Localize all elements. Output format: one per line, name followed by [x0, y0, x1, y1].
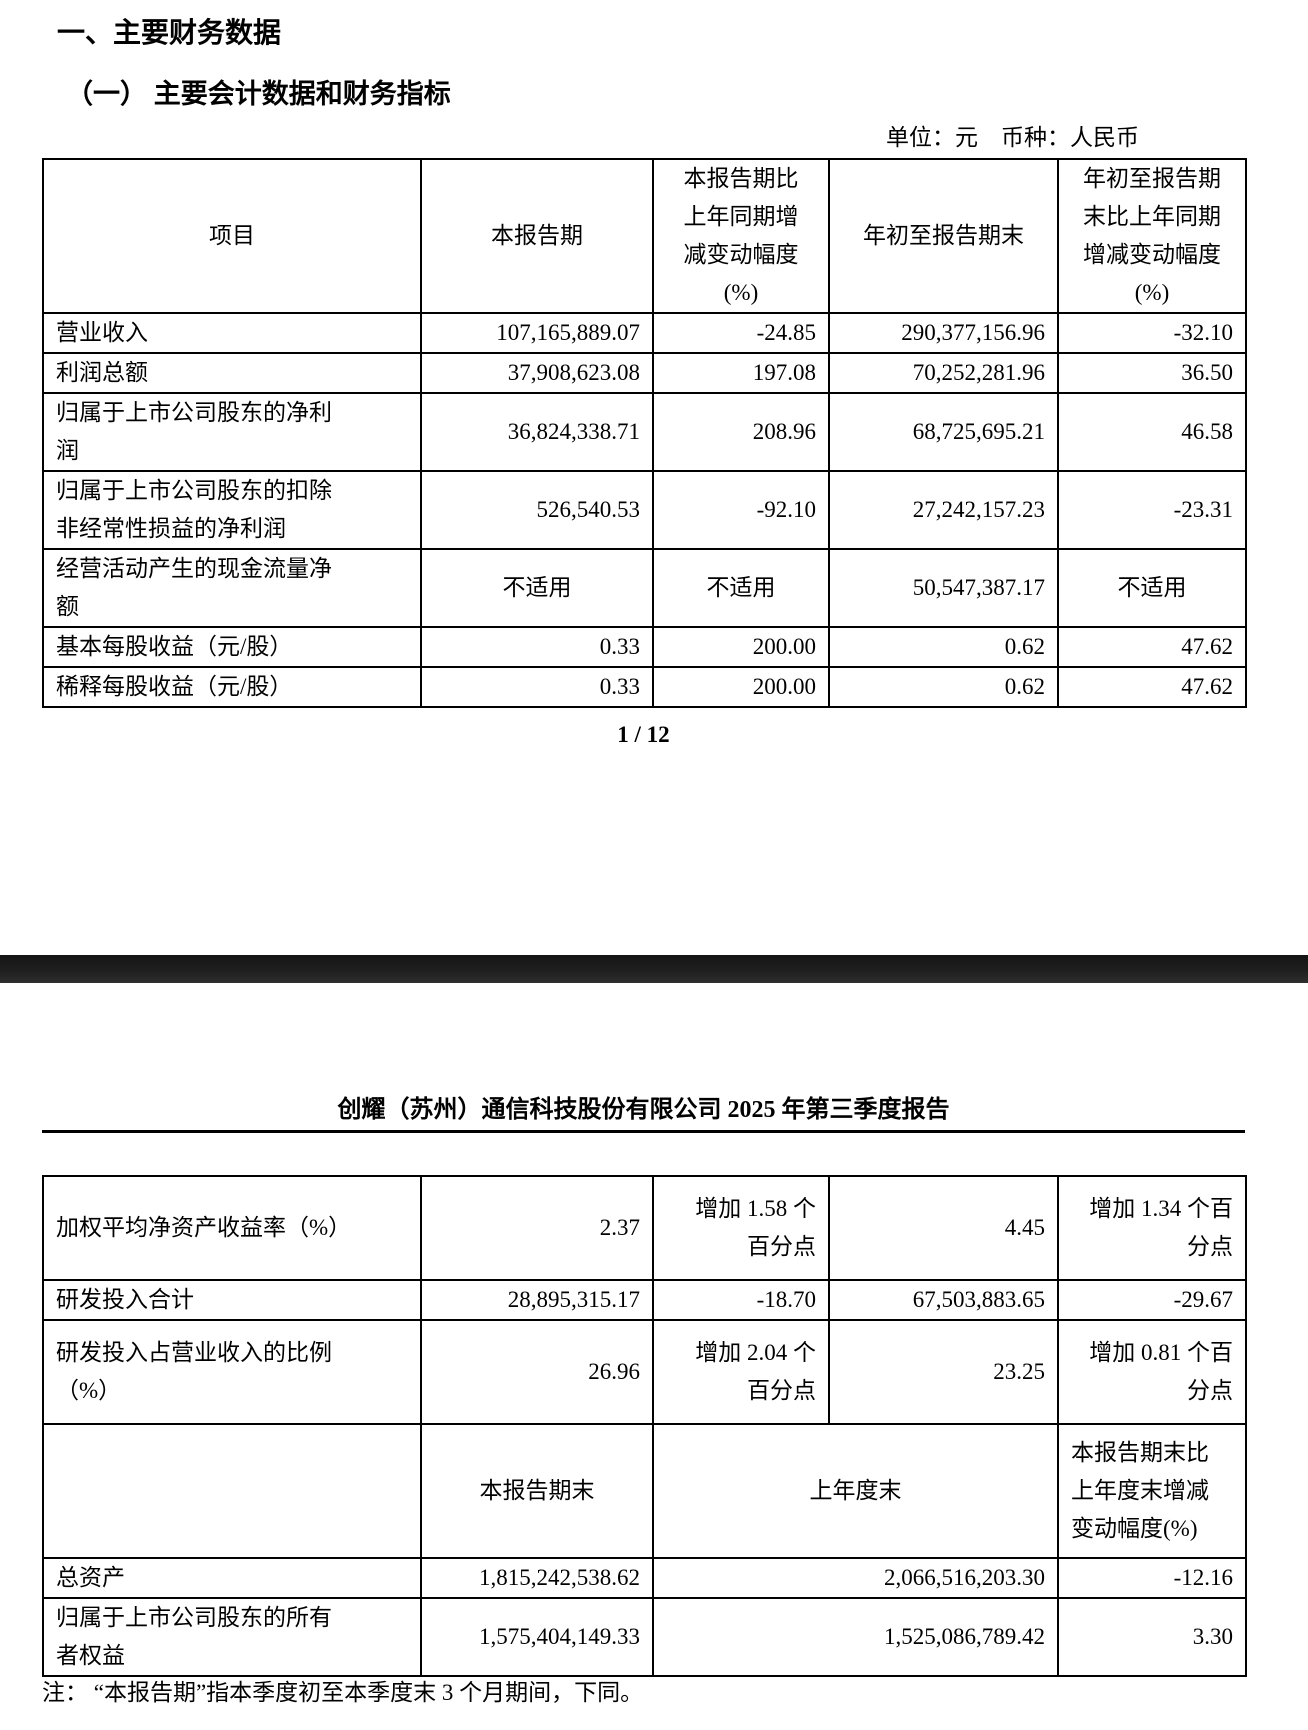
table-row-cash-flow: 经营活动产生的现金流量净 额 不适用 不适用 50,547,387.17 不适用: [42, 548, 1247, 628]
cell-ytd: 70,252,281.96: [828, 352, 1059, 394]
cell-ytd: 0.62: [828, 626, 1059, 668]
cell-current-end: 1,575,404,149.33: [420, 1597, 654, 1677]
header-current-vs-prior: 本报告期比 上年同期增 减变动幅度 (%): [652, 158, 830, 314]
row-label: 研发投入合计: [42, 1279, 422, 1321]
header-ytd: 年初至报告期末: [828, 158, 1059, 314]
footnote: 注： “本报告期”指本季度初至本季度末 3 个月期间，下同。: [42, 1680, 644, 1705]
cell-prev-year-end: 1,525,086,789.42: [652, 1597, 1059, 1677]
cell-yoy: 36.50: [1057, 352, 1247, 394]
cell-qoq: -92.10: [652, 470, 830, 550]
cell-current: 0.33: [420, 666, 654, 708]
row-label: 基本每股收益（元/股）: [42, 626, 422, 668]
cell-ytd: 290,377,156.96: [828, 312, 1059, 354]
cell-qoq: 增加 1.58 个 百分点: [652, 1175, 830, 1281]
financial-table-continued: 加权平均净资产收益率（%） 2.37 增加 1.58 个 百分点 4.45 增加…: [42, 1175, 1247, 1677]
cell-change: -12.16: [1057, 1557, 1247, 1599]
header-ytd-vs-prior: 年初至报告期 末比上年同期 增减变动幅度 (%): [1057, 158, 1247, 314]
cell-qoq: 200.00: [652, 666, 830, 708]
page-2-content: 创耀（苏州）通信科技股份有限公司 2025 年第三季度报告 加权平均净资产收益率…: [42, 1095, 1247, 1705]
page-number: 1 / 12: [617, 722, 670, 747]
main-financial-table: 项目 本报告期 本报告期比 上年同期增 减变动幅度 (%) 年初至报告期末 年初…: [42, 158, 1247, 708]
page-1-content: 一、主要财务数据 （一） 主要会计数据和财务指标 单位：元 币种：人民币 项目 …: [42, 14, 1247, 750]
table-header-row: 项目 本报告期 本报告期比 上年同期增 减变动幅度 (%) 年初至报告期末 年初…: [42, 158, 1247, 314]
row-label: 研发投入占营业收入的比例 （%）: [42, 1319, 422, 1425]
cell-qoq: 增加 2.04 个 百分点: [652, 1319, 830, 1425]
cell-current: 0.33: [420, 626, 654, 668]
cell-prev-year-end: 2,066,516,203.30: [652, 1557, 1059, 1599]
section-title: 一、主要财务数据: [57, 18, 282, 49]
table-row-rd-total: 研发投入合计 28,895,315.17 -18.70 67,503,883.6…: [42, 1279, 1247, 1321]
cell-change: 3.30: [1057, 1597, 1247, 1677]
table-row-total-assets: 总资产 1,815,242,538.62 2,066,516,203.30 -1…: [42, 1557, 1247, 1599]
cell-ytd: 4.45: [828, 1175, 1059, 1281]
cell-current-end: 1,815,242,538.62: [420, 1557, 654, 1599]
row-label: 经营活动产生的现金流量净 额: [42, 548, 422, 628]
header-current-period-end: 本报告期末: [420, 1423, 654, 1559]
cell-ytd: 50,547,387.17: [828, 548, 1059, 628]
header-current-period: 本报告期: [420, 158, 654, 314]
cell-qoq: -24.85: [652, 312, 830, 354]
unit-currency-line: 单位：元 币种：人民币: [886, 125, 1139, 150]
row-label: 归属于上市公司股东的净利 润: [42, 392, 422, 472]
subsection-title: （一） 主要会计数据和财务指标: [66, 79, 451, 109]
cell-yoy: 47.62: [1057, 626, 1247, 668]
cell-ytd: 23.25: [828, 1319, 1059, 1425]
cell-yoy: 不适用: [1057, 548, 1247, 628]
cell-current: 37,908,623.08: [420, 352, 654, 394]
table-row-net-profit-deducted: 归属于上市公司股东的扣除 非经常性损益的净利润 526,540.53 -92.1…: [42, 470, 1247, 550]
header-item: 项目: [42, 158, 422, 314]
report-title: 创耀（苏州）通信科技股份有限公司 2025 年第三季度报告: [42, 1095, 1245, 1133]
cell-yoy: -23.31: [1057, 470, 1247, 550]
cell-current: 28,895,315.17: [420, 1279, 654, 1321]
cell-current: 2.37: [420, 1175, 654, 1281]
cell-qoq: 208.96: [652, 392, 830, 472]
cell-qoq: 197.08: [652, 352, 830, 394]
empty-cell: [42, 1423, 422, 1559]
row-label: 加权平均净资产收益率（%）: [42, 1175, 422, 1281]
row-label: 利润总额: [42, 352, 422, 394]
row-label: 稀释每股收益（元/股）: [42, 666, 422, 708]
cell-qoq: 不适用: [652, 548, 830, 628]
cell-current: 107,165,889.07: [420, 312, 654, 354]
table-row-basic-eps: 基本每股收益（元/股） 0.33 200.00 0.62 47.62: [42, 626, 1247, 668]
cell-yoy: 增加 1.34 个百 分点: [1057, 1175, 1247, 1281]
table-row-total-profit: 利润总额 37,908,623.08 197.08 70,252,281.96 …: [42, 352, 1247, 394]
cell-ytd: 68,725,695.21: [828, 392, 1059, 472]
cell-ytd: 67,503,883.65: [828, 1279, 1059, 1321]
table-row-owners-equity: 归属于上市公司股东的所有 者权益 1,575,404,149.33 1,525,…: [42, 1597, 1247, 1677]
table-row-diluted-eps: 稀释每股收益（元/股） 0.33 200.00 0.62 47.62: [42, 666, 1247, 708]
cell-current: 不适用: [420, 548, 654, 628]
row-label: 归属于上市公司股东的所有 者权益: [42, 1597, 422, 1677]
cell-ytd: 27,242,157.23: [828, 470, 1059, 550]
table-row-revenue: 营业收入 107,165,889.07 -24.85 290,377,156.9…: [42, 312, 1247, 354]
cell-current: 26.96: [420, 1319, 654, 1425]
row-label: 营业收入: [42, 312, 422, 354]
cell-yoy: -29.67: [1057, 1279, 1247, 1321]
table-row-net-profit: 归属于上市公司股东的净利 润 36,824,338.71 208.96 68,7…: [42, 392, 1247, 472]
table-row-weighted-roe: 加权平均净资产收益率（%） 2.37 增加 1.58 个 百分点 4.45 增加…: [42, 1175, 1247, 1281]
row-label: 总资产: [42, 1557, 422, 1599]
cell-yoy: -32.10: [1057, 312, 1247, 354]
cell-qoq: 200.00: [652, 626, 830, 668]
table-row-rd-ratio: 研发投入占营业收入的比例 （%） 26.96 增加 2.04 个 百分点 23.…: [42, 1319, 1247, 1425]
cell-ytd: 0.62: [828, 666, 1059, 708]
cell-current: 36,824,338.71: [420, 392, 654, 472]
cell-qoq: -18.70: [652, 1279, 830, 1321]
header-prev-year-end: 上年度末: [652, 1423, 1059, 1559]
cell-yoy: 增加 0.81 个百 分点: [1057, 1319, 1247, 1425]
cell-yoy: 47.62: [1057, 666, 1247, 708]
cell-current: 526,540.53: [420, 470, 654, 550]
row-label: 归属于上市公司股东的扣除 非经常性损益的净利润: [42, 470, 422, 550]
page-divider-bar: [0, 955, 1308, 983]
header-end-change: 本报告期末比 上年度末增减 变动幅度(%): [1057, 1423, 1247, 1559]
table-mid-header-row: 本报告期末 上年度末 本报告期末比 上年度末增减 变动幅度(%): [42, 1423, 1247, 1559]
cell-yoy: 46.58: [1057, 392, 1247, 472]
